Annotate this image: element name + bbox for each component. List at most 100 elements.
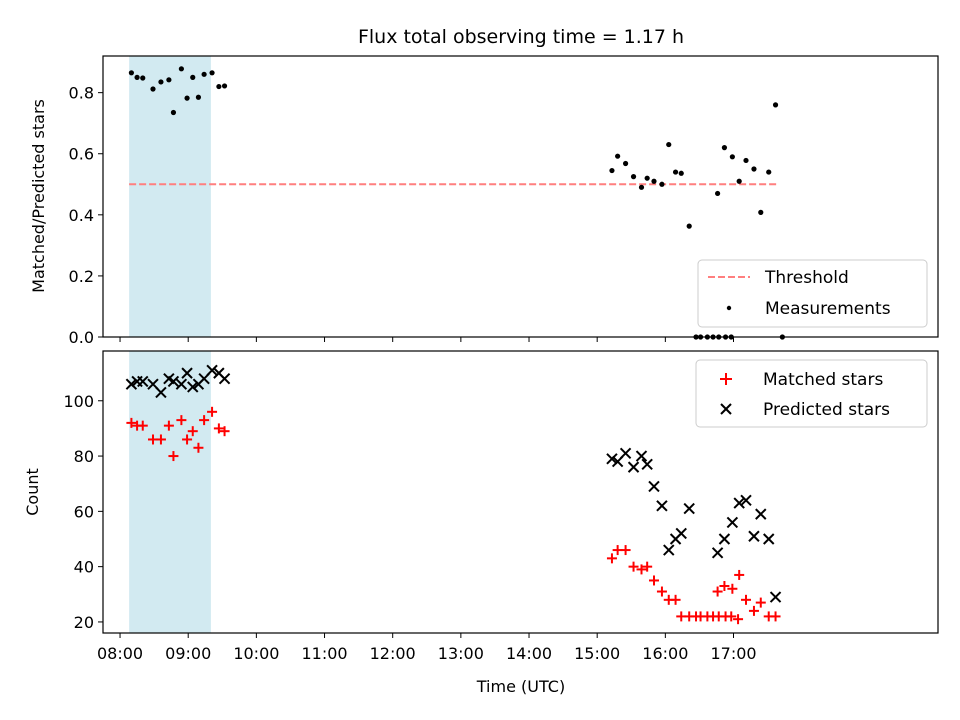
predicted-stars-point bbox=[175, 378, 188, 390]
predicted-stars-point bbox=[167, 375, 180, 388]
matched-stars-point bbox=[726, 611, 737, 622]
predicted-stars-point-b bbox=[740, 494, 752, 507]
measurement-point bbox=[128, 70, 135, 76]
predicted-stars-point-b bbox=[167, 375, 180, 388]
predicted-stars-point-b bbox=[137, 375, 149, 388]
measurement-point bbox=[166, 77, 172, 83]
predicted-stars-point bbox=[740, 494, 752, 507]
predicted-stars-point bbox=[125, 378, 138, 390]
x-tick-label: 11:00 bbox=[301, 644, 347, 663]
predicted-stars-point-b bbox=[627, 461, 640, 473]
matched-stars-point bbox=[219, 426, 230, 437]
predicted-stars-point-b bbox=[656, 500, 668, 512]
predicted-stars-point-b bbox=[155, 386, 167, 399]
predicted-stars-point-b bbox=[769, 591, 782, 603]
threshold-legend-label: Threshold bbox=[764, 268, 849, 288]
predicted-stars-point bbox=[619, 447, 632, 460]
predicted-stars-point bbox=[733, 497, 745, 509]
measurement-point bbox=[221, 83, 228, 89]
x-tick-label: 10:00 bbox=[233, 644, 279, 663]
predicted-stars-point bbox=[627, 461, 640, 473]
matched-stars-point bbox=[176, 415, 187, 426]
predicted-stars-point bbox=[726, 516, 739, 529]
predicted-stars-point bbox=[187, 381, 199, 393]
measurement-point bbox=[651, 178, 657, 184]
measurement-point bbox=[686, 223, 692, 229]
predicted-stars-point bbox=[641, 458, 653, 471]
predicted-stars-point bbox=[748, 530, 760, 542]
bottom-legend: Matched stars Predicted stars bbox=[695, 359, 928, 428]
predicted-stars-point-b bbox=[218, 372, 231, 385]
predicted-stars-point-b bbox=[726, 516, 739, 529]
bottom-plot: 20 40 60 80 100 08:00 09:00 10:00 11:00 12:00 13:0… bbox=[63, 350, 939, 663]
measurement-point bbox=[609, 167, 615, 174]
predicted-stars-point bbox=[755, 508, 767, 520]
measurement-point bbox=[190, 74, 196, 80]
measurement-point bbox=[178, 66, 184, 72]
predicted-stars-point-b bbox=[635, 450, 648, 462]
matched-stars-point bbox=[733, 614, 744, 625]
matched-stars-point bbox=[155, 434, 166, 445]
predicted-stars-point-b bbox=[206, 364, 218, 377]
predicted-stars-point bbox=[181, 367, 193, 379]
predicted-stars-point bbox=[635, 450, 648, 462]
matched-stars-point bbox=[213, 423, 224, 434]
predicted-legend-label: Predicted stars bbox=[763, 400, 890, 420]
predicted-stars-point-b bbox=[763, 533, 775, 545]
bottom-legend-box bbox=[695, 359, 928, 428]
predicted-stars-point-b bbox=[213, 367, 225, 379]
predicted-stars-point-b bbox=[711, 547, 724, 559]
x-tick-label: 13:00 bbox=[438, 644, 484, 663]
predicted-stars-point-b bbox=[733, 497, 745, 509]
predicted-stars-point bbox=[218, 372, 231, 385]
matched-stars-point bbox=[126, 417, 137, 428]
bottom-y-axis-label: Count bbox=[23, 468, 42, 516]
predicted-stars-point bbox=[663, 544, 675, 556]
predicted-stars-point bbox=[763, 533, 775, 545]
predicted-stars-point-b bbox=[755, 508, 767, 520]
matched-stars-point bbox=[642, 561, 653, 572]
predicted-stars-point-b bbox=[181, 367, 193, 379]
measurement-point bbox=[644, 175, 650, 181]
matched-stars-point bbox=[670, 594, 681, 605]
matched-stars-point bbox=[168, 451, 179, 462]
matched-stars-point bbox=[656, 586, 667, 597]
measurement-point bbox=[751, 166, 757, 172]
x-tick-label: 09:00 bbox=[165, 644, 211, 663]
chart-title: Flux total observing time = 1.17 h bbox=[358, 26, 684, 48]
predicted-stars-point bbox=[675, 527, 687, 540]
matched-stars-point bbox=[207, 406, 218, 417]
measurement-point bbox=[736, 178, 742, 184]
matched-stars-point bbox=[734, 569, 745, 580]
measurement-point bbox=[772, 102, 779, 108]
predicted-stars-point bbox=[711, 547, 724, 559]
predicted-stars-point-b bbox=[187, 381, 199, 393]
predicted-stars-point-b bbox=[175, 378, 188, 390]
measurement-point bbox=[140, 75, 146, 81]
top-legend-box bbox=[697, 259, 928, 328]
measurement-point bbox=[659, 181, 665, 187]
matched-legend-marker bbox=[720, 373, 732, 385]
bottom-axes-frame bbox=[102, 350, 939, 634]
matched-stars-point bbox=[606, 553, 617, 564]
predicted-stars-point-b bbox=[675, 527, 687, 540]
measurement-point bbox=[150, 86, 156, 92]
measurement-point bbox=[630, 174, 637, 180]
predicted-stars-point bbox=[155, 386, 167, 399]
matched-legend-label: Matched stars bbox=[763, 370, 883, 390]
predicted-legend-marker bbox=[720, 403, 732, 415]
bottom-y-tick-label: 20 bbox=[74, 613, 94, 632]
top-y-tick-label: 0.4 bbox=[69, 206, 94, 225]
measurement-point bbox=[134, 74, 140, 80]
measurement-point bbox=[170, 109, 177, 116]
matched-stars-point bbox=[648, 575, 659, 586]
measurement-point bbox=[729, 154, 735, 160]
predicted-stars-point bbox=[137, 375, 149, 388]
predicted-stars-point bbox=[769, 591, 782, 603]
measurements-legend-label: Measurements bbox=[765, 299, 891, 319]
top-y-axis-label: Matched/Predicted stars bbox=[29, 99, 48, 293]
predicted-stars-point-b bbox=[125, 378, 138, 390]
top-axes-frame bbox=[102, 55, 939, 338]
measurement-point bbox=[184, 95, 190, 101]
